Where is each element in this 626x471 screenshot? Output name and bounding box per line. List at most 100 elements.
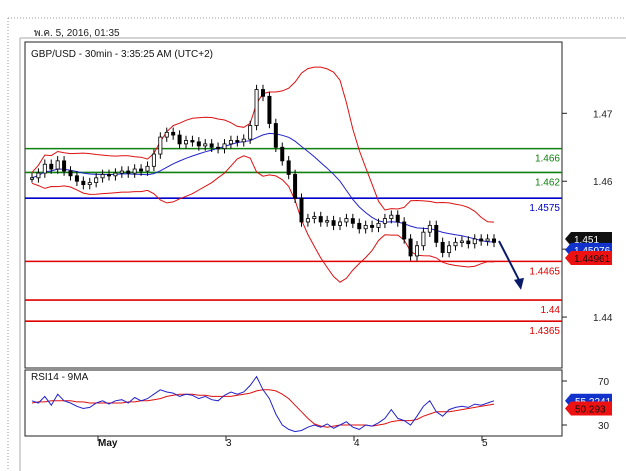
candle-body	[49, 163, 54, 170]
candle-body	[132, 168, 137, 174]
main-plot-area	[24, 41, 563, 369]
rsi-y-tick-label: 70	[598, 377, 610, 388]
candle-body	[434, 224, 439, 243]
top-strip	[0, 0, 626, 18]
candle-body	[299, 197, 304, 223]
price-badge-label: 1.44961	[574, 254, 611, 265]
y-tick-label: 1.46	[593, 177, 613, 188]
date-header: พ.ค. 5, 2016, 01:35	[34, 28, 120, 39]
rsi-line	[31, 375, 495, 433]
candle-body	[280, 146, 285, 162]
forecast-arrow-shaft	[498, 240, 522, 285]
candle-body	[254, 89, 259, 126]
candle-body	[357, 222, 362, 230]
candle-body	[177, 134, 182, 145]
candle-body	[158, 136, 163, 155]
candle-body	[491, 238, 496, 243]
rsi-badge	[565, 401, 612, 416]
candle-body	[376, 222, 381, 228]
candle-body	[293, 174, 298, 199]
candle-body	[350, 218, 355, 224]
candle-body	[331, 220, 336, 226]
x-tick-label: 5	[482, 438, 488, 449]
x-tick-label: May	[98, 438, 118, 449]
candle-body	[126, 170, 131, 174]
y-tick-label: 1.44	[593, 313, 613, 324]
candle-body	[36, 172, 41, 179]
candle-body	[485, 238, 490, 242]
candle-body	[427, 224, 432, 233]
chart-title: GBP/USD - 30min - 3:35:25 AM (UTC+2)	[31, 49, 213, 60]
candle-body	[164, 131, 169, 138]
candle-body	[190, 140, 195, 143]
candle-body	[459, 240, 464, 243]
candle-body	[68, 170, 73, 177]
candle-body	[337, 221, 342, 226]
candle-body	[29, 177, 34, 180]
level-label: 1.4575	[529, 203, 560, 214]
forecast-arrow-head	[514, 277, 524, 290]
candle-body	[273, 123, 278, 148]
candle-body	[267, 95, 272, 124]
candle-body	[171, 131, 176, 136]
candle-body	[312, 216, 317, 219]
candle-body	[241, 138, 246, 143]
candle-body	[466, 240, 471, 245]
candle-body	[325, 220, 330, 223]
price-badge-label: 1.451	[574, 235, 599, 246]
candle-body	[222, 143, 227, 150]
candle-body	[42, 163, 47, 174]
candle-body	[453, 241, 458, 247]
candle-body	[447, 245, 452, 253]
candle-body	[286, 160, 291, 175]
level-label: 1.44	[541, 305, 561, 316]
candle-body	[395, 214, 400, 223]
candle-body	[87, 182, 92, 186]
candle-body	[414, 245, 419, 257]
candle-body	[139, 168, 144, 172]
level-label: 1.4365	[529, 326, 560, 337]
level-label: 1.4465	[529, 266, 560, 277]
rsi-badge-label: 50.293	[575, 405, 606, 416]
candle-body	[183, 140, 188, 145]
candle-body	[389, 214, 394, 219]
candle-body	[440, 241, 445, 253]
candle-body	[151, 153, 156, 167]
candle-body	[305, 218, 310, 223]
candle-body	[81, 180, 86, 186]
candle-body	[318, 216, 323, 223]
candle-body	[344, 218, 349, 223]
candle-body	[472, 238, 477, 245]
candle-body	[55, 160, 60, 170]
candle-body	[479, 238, 484, 242]
candle-body	[248, 125, 253, 140]
candle-body	[107, 174, 112, 177]
x-tick-label: 3	[226, 438, 232, 449]
candle-body	[235, 140, 240, 143]
candle-body	[203, 143, 208, 147]
candle-body	[402, 221, 407, 240]
candle-body	[62, 160, 67, 172]
candle-body	[421, 231, 426, 247]
y-tick-label: 1.47	[593, 109, 613, 120]
price-badge	[565, 250, 612, 265]
price-badge	[565, 231, 612, 246]
candle-body	[119, 170, 124, 174]
candle-body	[113, 172, 118, 177]
level-label: 1.462	[535, 177, 560, 188]
candle-body	[408, 238, 413, 257]
candle-body	[382, 218, 387, 224]
candle-body	[145, 165, 150, 172]
candle-body	[196, 141, 201, 147]
candle-body	[216, 146, 221, 150]
candle-body	[209, 143, 214, 148]
x-tick-label: 4	[354, 438, 360, 449]
candle-body	[363, 224, 368, 230]
candle-body	[100, 174, 105, 179]
rsi-y-tick-label: 30	[598, 421, 610, 432]
level-label: 1.466	[535, 154, 560, 165]
rsi-title: RSI14 - 9MA	[31, 372, 89, 383]
candle-body	[260, 89, 265, 97]
